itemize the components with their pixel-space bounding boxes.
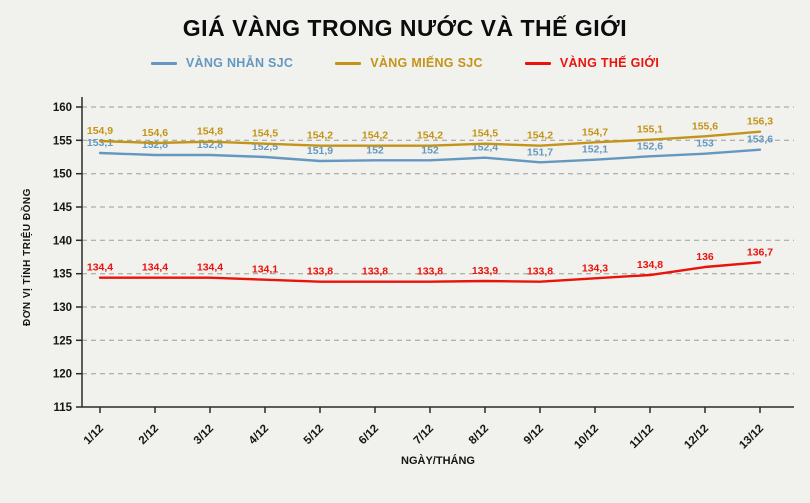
data-label: 155,1 [637, 124, 663, 136]
data-label: 152 [366, 144, 384, 156]
data-label: 134,3 [582, 262, 608, 274]
chart-legend: VÀNG NHẪN SJC VÀNG MIẾNG SJC VÀNG THẾ GI… [0, 55, 810, 71]
y-tick-label: 120 [53, 369, 72, 381]
legend-label-vang-mieng-sjc: VÀNG MIẾNG SJC [370, 56, 483, 70]
data-label: 133,8 [417, 266, 443, 278]
x-tick-label: 5/12 [302, 423, 326, 447]
data-label: 134,4 [142, 262, 168, 274]
x-tick-label: 4/12 [247, 423, 271, 447]
data-label: 154,8 [197, 126, 223, 138]
data-label: 136 [696, 251, 714, 263]
chart-svg: 115 120 125 130 135 140 145 150 155 160 1/12 2/12 3/… [20, 97, 794, 467]
y-tick-label: 125 [53, 335, 73, 347]
legend-item-vang-nhan-sjc: VÀNG NHẪN SJC [150, 56, 294, 70]
legend-label-vang-the-gioi: VÀNG THẾ GIỚI [559, 56, 660, 70]
data-label: 154,6 [142, 127, 168, 139]
x-axis-title: NGÀY/THÁNG [401, 454, 475, 467]
data-label: 134,8 [637, 259, 663, 271]
data-label: 154,9 [87, 125, 113, 137]
x-tick-label: 8/12 [467, 423, 491, 447]
data-label: 133,8 [527, 266, 553, 278]
data-label: 152 [421, 144, 439, 156]
legend-item-vang-mieng-sjc: VÀNG MIẾNG SJC [335, 56, 483, 70]
x-tick-label: 13/12 [737, 423, 766, 452]
data-label: 151,9 [307, 145, 333, 157]
y-tick-label: 160 [53, 102, 72, 114]
y-tick-label: 115 [53, 402, 72, 414]
x-tick-label: 9/12 [522, 423, 546, 447]
data-label: 154,2 [417, 130, 443, 142]
x-tick-label: 2/12 [137, 423, 161, 447]
x-tick-label: 6/12 [357, 423, 381, 447]
x-tick-label: 7/12 [412, 423, 436, 447]
legend-item-vang-the-gioi: VÀNG THẾ GIỚI [524, 56, 660, 70]
data-label: 154,7 [582, 126, 608, 138]
page-title: GIÁ VÀNG TRONG NƯỚC VÀ THẾ GIỚI [182, 15, 628, 41]
data-label: 134,4 [197, 262, 223, 274]
data-label: 153 [696, 138, 714, 150]
data-label: 154,2 [307, 130, 333, 142]
gold-price-line-chart: 115 120 125 130 135 140 145 150 155 160 1/12 2/12 3/… [0, 77, 810, 498]
x-tick-label: 3/12 [192, 423, 216, 447]
data-label: 134,4 [87, 262, 113, 274]
data-label: 151,7 [527, 146, 553, 158]
legend-line-marker-gold [335, 61, 362, 65]
data-label: 154,2 [527, 130, 553, 142]
legend-line-marker-blue [150, 61, 177, 65]
data-label: 152,1 [582, 144, 608, 156]
data-label: 152,8 [142, 139, 168, 151]
data-label: 155,6 [692, 120, 718, 132]
series-line-0 [98, 148, 762, 164]
data-label: 154,5 [252, 128, 278, 140]
y-tick-label: 140 [53, 235, 72, 247]
data-label: 153,1 [87, 137, 113, 149]
data-label: 154,2 [362, 130, 388, 142]
x-tick-label: 1/12 [82, 423, 106, 447]
data-label: 153,6 [747, 134, 773, 146]
data-label: 133,8 [307, 266, 333, 278]
series-line-2 [98, 261, 762, 283]
x-tick-label: 10/12 [572, 423, 601, 452]
legend-label-vang-nhan-sjc: VÀNG NHẪN SJC [185, 56, 294, 70]
data-label: 154,5 [472, 128, 498, 140]
y-tick-label: 145 [53, 202, 73, 214]
data-label: 133,8 [362, 266, 388, 278]
data-label: 133,9 [472, 265, 498, 277]
y-tick-label: 150 [53, 169, 72, 181]
data-label: 134,1 [252, 264, 278, 276]
y-tick-label: 135 [53, 269, 73, 281]
series-line-1 [98, 130, 762, 147]
data-label: 152,6 [637, 140, 663, 152]
data-label: 156,3 [747, 116, 773, 128]
y-tick-label: 130 [53, 302, 72, 314]
data-label: 136,7 [747, 246, 773, 258]
y-axis-title: ĐƠN VỊ TÍNH TRIỆU ĐỒNG [20, 188, 33, 326]
legend-line-marker-red [524, 61, 551, 65]
x-tick-label: 12/12 [682, 423, 711, 452]
y-tick-label: 155 [53, 135, 73, 147]
x-tick-label: 11/12 [628, 423, 656, 451]
